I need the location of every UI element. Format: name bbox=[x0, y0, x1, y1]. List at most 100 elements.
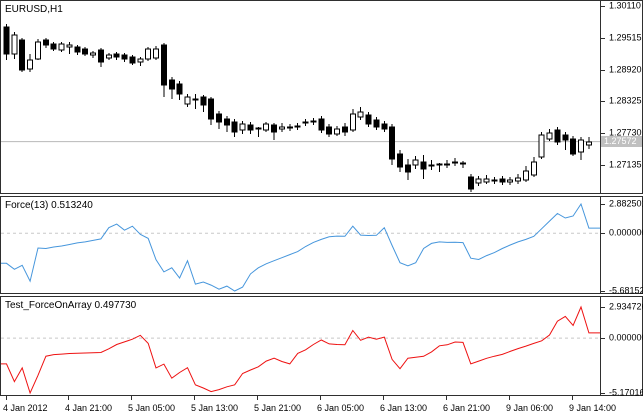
candle bbox=[585, 136, 592, 149]
candle bbox=[271, 122, 278, 140]
axis-tick-mark bbox=[601, 70, 605, 71]
candle bbox=[50, 41, 57, 52]
candle bbox=[436, 162, 443, 172]
candle bbox=[231, 118, 238, 137]
candle bbox=[491, 176, 498, 184]
candle bbox=[428, 159, 435, 170]
candle bbox=[578, 136, 585, 160]
candle bbox=[58, 41, 65, 52]
candle bbox=[373, 116, 380, 130]
axis-tick-label: 2.882501 bbox=[609, 198, 643, 209]
force-on-array-indicator-line bbox=[1, 305, 600, 395]
force-on-array-plot[interactable] bbox=[1, 297, 600, 395]
candle bbox=[34, 38, 41, 60]
candle bbox=[522, 165, 529, 183]
candle bbox=[483, 175, 490, 184]
force-indicator-label: Force(13) 0.513240 bbox=[5, 200, 93, 211]
current-price-badge: 1.27572 bbox=[601, 136, 642, 148]
time-axis[interactable]: 4 Jan 2012 4 Jan 21:00 5 Jan 05:00 5 Jan 13… bbox=[0, 396, 643, 418]
candle bbox=[341, 122, 348, 136]
time-tick-mark bbox=[320, 396, 321, 400]
candle bbox=[239, 120, 246, 134]
axis-tick-label: 1.29515 bbox=[609, 32, 642, 43]
force-on-array-indicator-label: Test_ForceOnArray 0.497730 bbox=[5, 300, 136, 311]
axis-tick-mark bbox=[601, 338, 605, 339]
candle bbox=[184, 93, 191, 107]
candle bbox=[153, 45, 160, 60]
axis-tick-mark bbox=[601, 6, 605, 7]
candle bbox=[82, 46, 89, 56]
candle bbox=[97, 47, 104, 67]
price-scale[interactable]: 1.30110 1.29515 1.28920 1.28325 1.27730 1.271… bbox=[600, 1, 642, 193]
axis-tick-mark bbox=[601, 307, 605, 308]
candle bbox=[562, 131, 569, 150]
candle bbox=[11, 31, 18, 59]
candle bbox=[27, 53, 34, 72]
axis-tick-mark bbox=[601, 204, 605, 205]
force-indicator-scale[interactable]: 2.882501 0.000000 -5.681529 bbox=[600, 197, 643, 296]
candle bbox=[66, 41, 73, 54]
candle bbox=[507, 176, 514, 185]
force-indicator-panel[interactable]: Force(13) 0.513240 2.882501 0.000000 -5.68… bbox=[0, 196, 643, 296]
candle bbox=[223, 115, 230, 132]
candle bbox=[215, 110, 222, 129]
force-on-array-name: Test_ForceOnArray bbox=[5, 300, 92, 311]
candle bbox=[176, 80, 183, 100]
candle bbox=[3, 24, 10, 60]
force-indicator-name: Force(13) bbox=[5, 200, 49, 211]
axis-tick-mark bbox=[601, 38, 605, 39]
time-tick-mark bbox=[131, 396, 132, 400]
time-tick-label: 4 Jan 2012 bbox=[3, 403, 48, 413]
candle bbox=[145, 46, 152, 61]
candle bbox=[554, 126, 561, 145]
candle bbox=[349, 108, 356, 132]
candlestick-plot[interactable] bbox=[1, 1, 600, 193]
axis-tick-label: -5.681529 bbox=[609, 285, 643, 296]
force-indicator-plot[interactable] bbox=[1, 197, 600, 293]
candle bbox=[357, 106, 364, 120]
candle bbox=[278, 122, 285, 132]
candle bbox=[113, 51, 120, 60]
candle bbox=[192, 93, 199, 109]
force-on-array-value: 0.497730 bbox=[94, 300, 137, 311]
candle bbox=[302, 118, 309, 126]
time-tick-label: 6 Jan 21:00 bbox=[443, 403, 491, 413]
axis-tick-mark bbox=[601, 133, 605, 134]
candle bbox=[515, 173, 522, 184]
axis-tick-label: 1.27135 bbox=[609, 159, 642, 170]
candle bbox=[74, 44, 81, 55]
candle bbox=[334, 125, 341, 136]
time-tick-label: 5 Jan 13:00 bbox=[191, 403, 239, 413]
candle bbox=[546, 128, 553, 141]
symbol-period-label: EURUSD,H1 bbox=[5, 4, 63, 15]
axis-tick-label: 1.27730 bbox=[609, 127, 642, 138]
candle bbox=[255, 126, 262, 137]
candle bbox=[420, 154, 427, 180]
time-tick-label: 6 Jan 13:00 bbox=[380, 403, 428, 413]
candle bbox=[389, 123, 396, 165]
force-on-array-indicator-panel[interactable]: Test_ForceOnArray 0.497730 2.934726 0.000… bbox=[0, 296, 643, 397]
force-on-array-scale[interactable]: 2.934726 0.000000 -5.170169 bbox=[600, 297, 643, 397]
candle bbox=[499, 176, 506, 185]
time-tick-label: 9 Jan 06:00 bbox=[506, 403, 554, 413]
candle bbox=[168, 76, 175, 99]
candle bbox=[397, 149, 403, 172]
axis-tick-label: 2.934726 bbox=[609, 301, 643, 312]
main-price-panel[interactable]: EURUSD,H1 1.30110 1.29515 1.28920 1.28325 1.… bbox=[0, 0, 643, 194]
candle bbox=[467, 173, 474, 192]
candle bbox=[42, 37, 49, 48]
candle bbox=[459, 160, 466, 168]
candle bbox=[137, 56, 144, 66]
time-tick-mark bbox=[572, 396, 573, 400]
time-tick-mark bbox=[509, 396, 510, 400]
time-tick-label: 5 Jan 21:00 bbox=[254, 403, 302, 413]
axis-tick-mark bbox=[601, 165, 605, 166]
candle bbox=[475, 176, 482, 187]
candle bbox=[404, 158, 411, 180]
time-tick-label: 4 Jan 21:00 bbox=[65, 403, 113, 413]
candle bbox=[105, 52, 112, 60]
candle bbox=[570, 135, 577, 156]
candle bbox=[121, 52, 128, 62]
candle bbox=[208, 96, 215, 125]
axis-tick-label: 1.28920 bbox=[609, 64, 642, 75]
